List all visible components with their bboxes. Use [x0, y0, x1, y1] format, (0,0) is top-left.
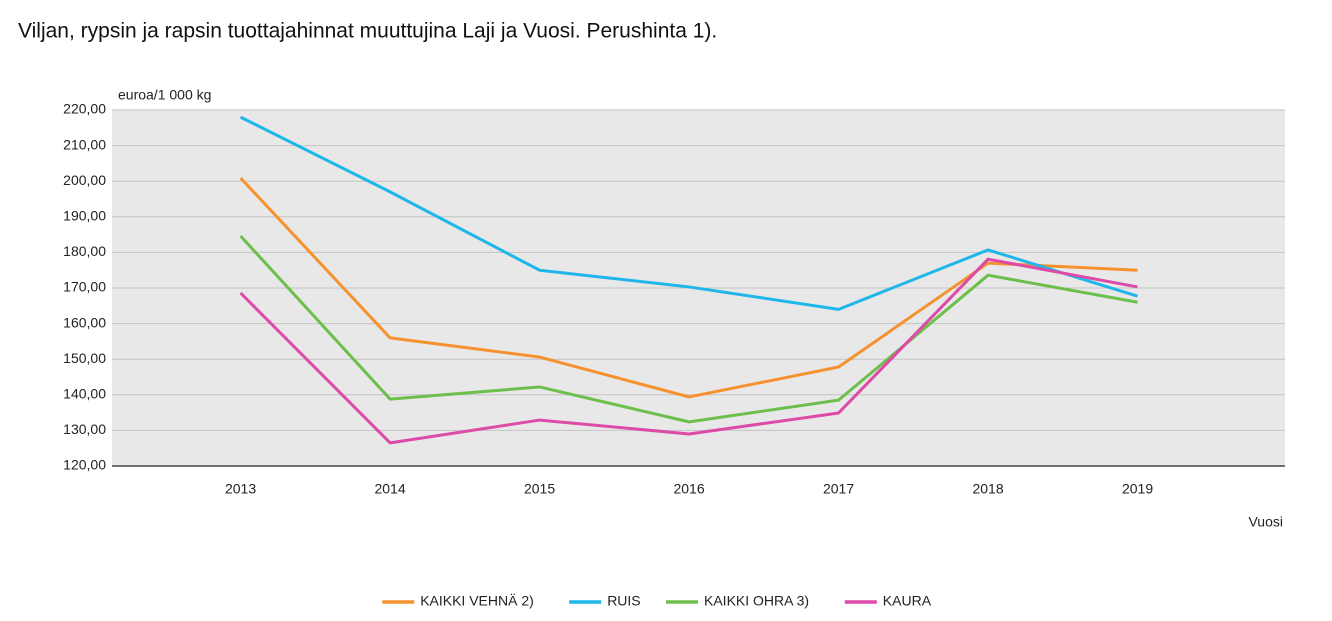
x-tick-label: 2018: [972, 481, 1003, 497]
legend-label: KAURA: [883, 593, 932, 609]
legend-label: RUIS: [607, 593, 640, 609]
legend-label: KAIKKI VEHNÄ 2): [420, 593, 534, 609]
series-line: [239, 115, 1139, 311]
y-tick-label: 210,00: [63, 136, 106, 152]
y-tick-label: 180,00: [63, 243, 106, 259]
x-tick-label: 2019: [1122, 481, 1153, 497]
legend-label: KAIKKI OHRA 3): [704, 593, 809, 609]
x-tick-label: 2014: [374, 481, 405, 497]
x-tick-label: 2017: [823, 481, 854, 497]
y-axis-label: euroa/1 000 kg: [118, 87, 211, 103]
y-tick-label: 190,00: [63, 208, 106, 224]
y-tick-label: 220,00: [63, 101, 106, 117]
y-tick-label: 170,00: [63, 279, 106, 295]
y-tick-label: 120,00: [63, 457, 106, 473]
x-tick-label: 2015: [524, 481, 555, 497]
y-tick-label: 200,00: [63, 172, 106, 188]
y-tick-label: 130,00: [63, 421, 106, 437]
series-line: [239, 257, 1138, 445]
y-tick-label: 140,00: [63, 386, 106, 402]
series-line: [239, 176, 1138, 399]
x-tick-label: 2013: [225, 481, 256, 497]
y-tick-label: 150,00: [63, 350, 106, 366]
y-tick-label: 160,00: [63, 314, 106, 330]
x-tick-label: 2016: [673, 481, 704, 497]
chart-title: Viljan, rypsin ja rapsin tuottajahinnat …: [18, 20, 717, 43]
series-line: [239, 235, 1138, 424]
x-axis-label: Vuosi: [1248, 514, 1283, 530]
